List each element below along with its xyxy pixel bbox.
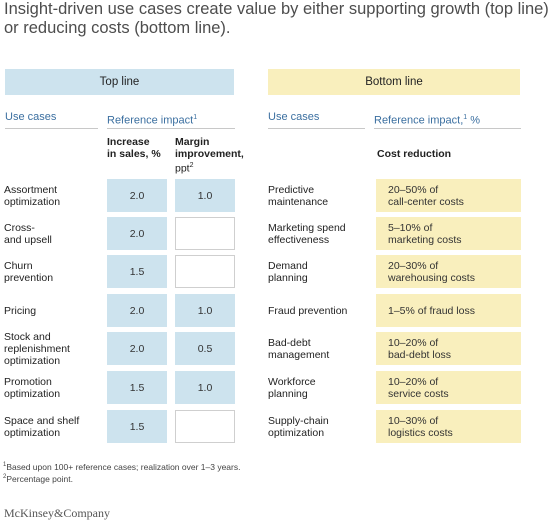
divider <box>374 128 521 129</box>
margin-empty-cell <box>175 410 235 443</box>
margin-value-cell: 1.0 <box>175 371 235 404</box>
bottom-use-case-label: Workforce planning <box>268 375 316 400</box>
bottom-use-case-label: Demand planning <box>268 259 308 284</box>
brand-logo: McKinsey&Company <box>4 506 110 520</box>
sales-value-cell: 1.5 <box>107 410 167 443</box>
divider <box>107 128 235 129</box>
col-cost-reduction-header: Cost reduction <box>377 148 452 160</box>
bottom-use-case-label: Bad-debt management <box>268 336 330 361</box>
sales-value-cell: 2.0 <box>107 294 167 327</box>
bottom-use-case-label: Supply-chain optimization <box>268 414 329 439</box>
top-line-header: Top line <box>5 69 234 95</box>
top-use-case-label: Cross-and upsell <box>4 221 52 246</box>
cost-reduction-cell: 10–20% of bad-debt loss <box>376 332 521 365</box>
margin-empty-cell <box>175 255 235 288</box>
cost-reduction-cell: 20–50% of call-center costs <box>376 179 521 212</box>
footnote-2: 2Percentage point. <box>3 473 73 484</box>
margin-value-cell: 1.0 <box>175 179 235 212</box>
top-use-case-label: Stock and replenishment optimization <box>4 330 70 367</box>
top-reference-impact-label: Reference impact1 <box>107 114 198 127</box>
cost-reduction-cell: 10–20% of service costs <box>376 371 521 404</box>
chart-title: Insight-driven use cases create value by… <box>4 0 549 37</box>
margin-empty-cell <box>175 217 235 250</box>
top-use-case-label: Promotion optimization <box>4 375 61 400</box>
bottom-use-case-label: Marketing spend effectiveness <box>268 221 346 246</box>
divider <box>268 128 365 129</box>
top-use-cases-label: Use cases <box>5 111 57 123</box>
top-use-case-label: Space and shelf optimization <box>4 414 80 439</box>
sales-value-cell: 2.0 <box>107 179 167 212</box>
margin-value-cell: 0.5 <box>175 332 235 365</box>
cost-reduction-cell: 1–5% of fraud loss <box>376 294 521 327</box>
sales-value-cell: 2.0 <box>107 217 167 250</box>
divider <box>5 128 98 129</box>
cost-reduction-cell: 5–10% of marketing costs <box>376 217 521 250</box>
cost-reduction-cell: 20–30% of warehousing costs <box>376 255 521 288</box>
bottom-reference-impact-label: Reference impact,1 % <box>374 114 481 127</box>
sales-value-cell: 2.0 <box>107 332 167 365</box>
col-increase-sales-header: Increase in sales, % <box>107 136 161 160</box>
cost-reduction-cell: 10–30% of logistics costs <box>376 410 521 443</box>
bottom-use-case-label: Fraud prevention <box>268 304 348 317</box>
sales-value-cell: 1.5 <box>107 255 167 288</box>
top-use-case-label: Assortment optimization <box>4 183 61 208</box>
footnote-1: 1Based upon 100+ reference cases; realiz… <box>3 461 241 472</box>
sales-value-cell: 1.5 <box>107 371 167 404</box>
bottom-line-header: Bottom line <box>268 69 520 95</box>
margin-value-cell: 1.0 <box>175 294 235 327</box>
top-use-case-label: Pricing <box>4 304 37 317</box>
bottom-use-cases-label: Use cases <box>268 111 320 123</box>
bottom-use-case-label: Predictive maintenance <box>268 183 329 208</box>
top-use-case-label: Churn prevention <box>4 259 54 284</box>
col-margin-header: Margin improvement, ppt2 <box>175 136 244 175</box>
